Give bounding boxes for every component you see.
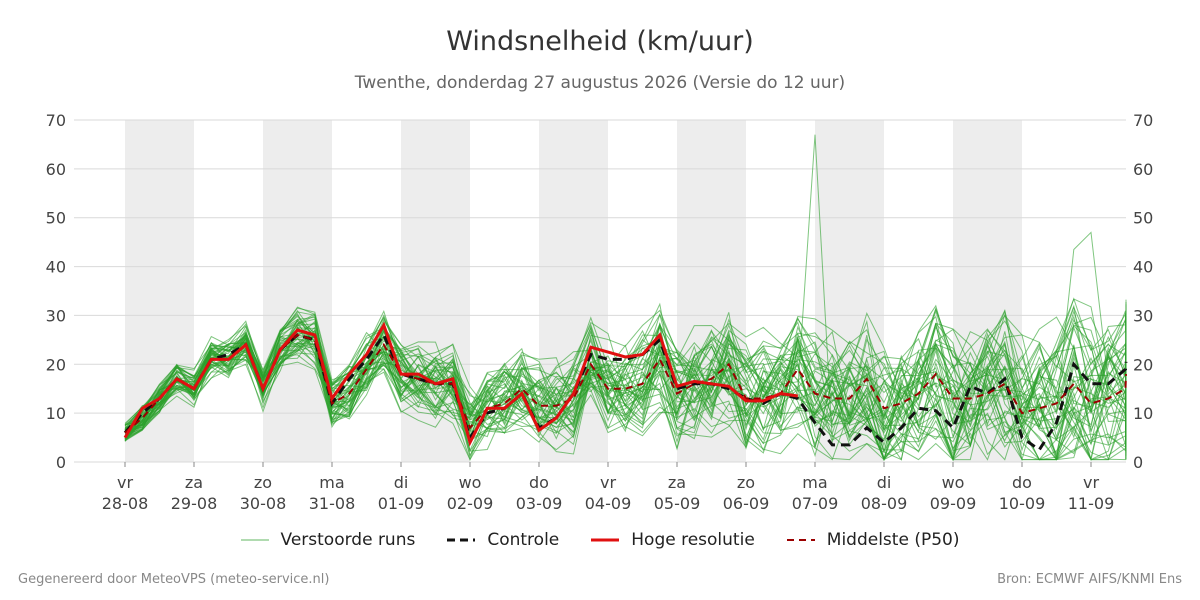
ensemble-run-line bbox=[124, 321, 1127, 461]
legend-high-res-label: Hoge resolutie bbox=[631, 530, 755, 550]
x-tick-day: vr bbox=[600, 473, 616, 492]
legend-high-res: Hoge resolutie bbox=[591, 530, 755, 550]
day-band bbox=[263, 120, 332, 462]
x-tick-date: 04-09 bbox=[585, 494, 632, 513]
x-tick-date: 02-09 bbox=[447, 494, 494, 513]
x-tick-date: 28-08 bbox=[102, 494, 149, 513]
ensemble-run-line bbox=[124, 302, 1127, 462]
x-tick-date: 01-09 bbox=[378, 494, 425, 513]
ensemble-run-line bbox=[124, 318, 1127, 461]
axes: 0 0 10 10 20 20 30 30 40 40 50 50 60 60 70 70 vr 28-08 za 2… bbox=[46, 111, 1154, 513]
high-res-line bbox=[123, 321, 799, 447]
y-tick-label-left: 30 bbox=[46, 306, 66, 325]
ensemble-run-line bbox=[124, 304, 1127, 447]
x-tick-date: 06-09 bbox=[723, 494, 770, 513]
y-tick-label-left: 40 bbox=[46, 258, 66, 277]
legend-median: Middelste (P50) bbox=[786, 530, 960, 550]
ensemble-run-line bbox=[124, 309, 1127, 461]
ensemble-run-line bbox=[124, 299, 1127, 461]
x-tick-day: wo bbox=[942, 473, 965, 492]
y-tick-label-right: 40 bbox=[1133, 258, 1153, 277]
x-tick-date: 31-08 bbox=[309, 494, 356, 513]
legend-median-label: Middelste (P50) bbox=[826, 530, 960, 550]
y-tick-label-right: 50 bbox=[1133, 209, 1153, 228]
x-tick-day: wo bbox=[459, 473, 482, 492]
x-tick-day: di bbox=[877, 473, 892, 492]
main-series bbox=[123, 321, 1128, 452]
y-tick-label-right: 0 bbox=[1133, 453, 1143, 472]
y-tick-label-left: 0 bbox=[56, 453, 66, 472]
x-tick-day: zo bbox=[254, 473, 272, 492]
x-tick-day: zo bbox=[737, 473, 755, 492]
x-tick-date: 09-09 bbox=[930, 494, 977, 513]
ensemble-run-line bbox=[124, 307, 1127, 456]
ensemble-run-line bbox=[124, 322, 1127, 462]
x-tick-date: 07-09 bbox=[792, 494, 839, 513]
y-tick-label-right: 60 bbox=[1133, 160, 1153, 179]
legend-ensemble-label: Verstoorde runs bbox=[280, 530, 416, 550]
ensemble-run-line bbox=[124, 231, 1127, 450]
chart-subtitle: Twenthe, donderdag 27 augustus 2026 (Ver… bbox=[354, 73, 846, 93]
y-tick-label-left: 10 bbox=[46, 404, 66, 423]
legend-control-label: Controle bbox=[487, 530, 560, 550]
y-tick-label-right: 20 bbox=[1133, 355, 1153, 374]
x-tick-date: 10-09 bbox=[999, 494, 1046, 513]
ensemble-run-line bbox=[124, 302, 1127, 454]
y-tick-label-right: 70 bbox=[1133, 111, 1153, 130]
x-tick-date: 08-09 bbox=[861, 494, 908, 513]
x-tick-day: ma bbox=[319, 473, 344, 492]
y-tick-label-right: 30 bbox=[1133, 306, 1153, 325]
ensemble-run-line bbox=[124, 310, 1127, 453]
y-tick-label-left: 70 bbox=[46, 111, 66, 130]
footer-source: Bron: ECMWF AIFS/KNMI Ens bbox=[997, 572, 1182, 587]
x-tick-date: 05-09 bbox=[654, 494, 701, 513]
y-tick-label-left: 50 bbox=[46, 209, 66, 228]
median-line bbox=[124, 333, 1127, 434]
x-tick-day: ma bbox=[802, 473, 827, 492]
x-tick-date: 29-08 bbox=[171, 494, 218, 513]
y-tick-label-left: 20 bbox=[46, 355, 66, 374]
x-tick-date: 11-09 bbox=[1068, 494, 1115, 513]
x-tick-day: di bbox=[394, 473, 409, 492]
y-tick-label-left: 60 bbox=[46, 160, 66, 179]
x-tick-day: do bbox=[529, 473, 549, 492]
footer-credit: Gegenereerd door MeteoVPS (meteo-service… bbox=[18, 572, 330, 587]
x-tick-day: za bbox=[668, 473, 686, 492]
x-tick-day: vr bbox=[117, 473, 133, 492]
y-tick-label-right: 10 bbox=[1133, 404, 1153, 423]
x-tick-day: do bbox=[1012, 473, 1032, 492]
legend-control: Controle bbox=[447, 530, 559, 550]
legend: Verstoorde runs Controle Hoge resolutie … bbox=[0, 530, 1200, 550]
x-tick-day: za bbox=[185, 473, 203, 492]
x-tick-day: vr bbox=[1083, 473, 1099, 492]
x-tick-date: 30-08 bbox=[240, 494, 287, 513]
grid-lines bbox=[74, 119, 1126, 463]
x-tick-date: 03-09 bbox=[516, 494, 563, 513]
legend-ensemble: Verstoorde runs bbox=[240, 530, 416, 550]
chart-title: Windsnelheid (km/uur) bbox=[446, 26, 754, 57]
